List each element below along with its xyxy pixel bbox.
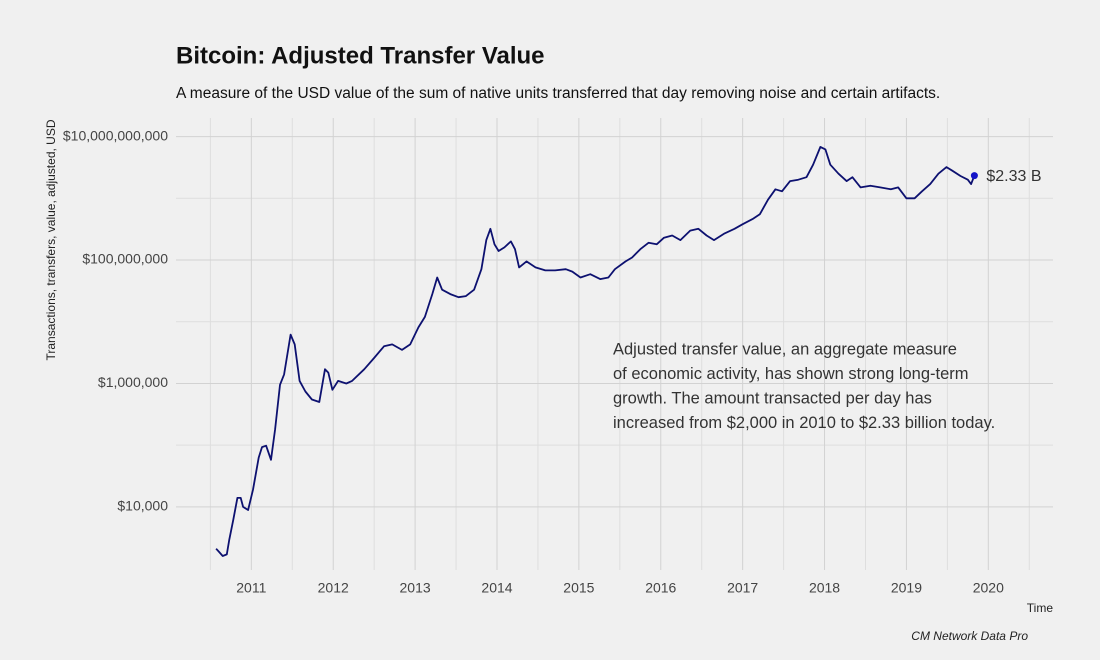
x-tick-label: 2020 [973, 580, 1004, 596]
x-tick-label: 2015 [563, 580, 594, 596]
x-tick-label: 2016 [645, 580, 676, 596]
annotation: Adjusted transfer value, an aggregate me… [613, 340, 957, 358]
y-tick-label: $10,000 [117, 498, 168, 514]
x-tick-label: 2017 [727, 580, 758, 596]
end-label: $2.33 B [986, 168, 1041, 185]
x-tick-label: 2019 [891, 580, 922, 596]
annotation: increased from $2,000 in 2010 to $2.33 b… [613, 414, 995, 432]
annotation: of economic activity, has shown strong l… [613, 365, 969, 383]
y-tick-label: $100,000,000 [82, 251, 168, 267]
x-tick-label: 2013 [400, 580, 431, 596]
y-axis-label: Transactions, transfers, value, adjusted… [44, 119, 58, 360]
y-tick-label: $10,000,000,000 [63, 127, 168, 143]
chart-subtitle: A measure of the USD value of the sum of… [176, 85, 940, 102]
y-tick-label: $1,000,000 [98, 374, 168, 390]
annotation: growth. The amount transacted per day ha… [613, 389, 932, 407]
x-tick-label: 2014 [481, 580, 512, 596]
grid [176, 118, 1053, 570]
x-tick-label: 2018 [809, 580, 840, 596]
x-axis-label: Time [1027, 601, 1054, 615]
data-line [215, 146, 976, 557]
end-point [970, 172, 978, 180]
x-tick-label: 2011 [236, 580, 266, 596]
x-tick-label: 2012 [318, 580, 349, 596]
chart-title: Bitcoin: Adjusted Transfer Value [176, 42, 545, 69]
caption: CM Network Data Pro [911, 629, 1028, 643]
